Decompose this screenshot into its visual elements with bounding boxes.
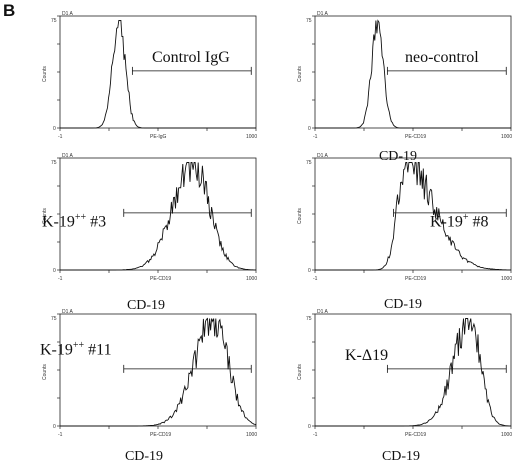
x-tick-label-max: 1000 <box>501 276 512 282</box>
histogram-svg-control-igg: D1 A 75 0-1 1000 PE-IgG Counts <box>42 11 257 140</box>
x-caption-k-delta19: CD-19 <box>381 449 421 464</box>
y-tick-label-max: 75 <box>306 316 312 322</box>
x-small-label: PE-CD19 <box>405 276 426 282</box>
histogram-trace <box>60 20 256 129</box>
corner-label: D1 A <box>62 153 74 159</box>
corner-label: D1 A <box>62 309 74 315</box>
y-tick-label-max: 75 <box>306 160 312 166</box>
x-small-label: PE-CD19 <box>150 432 171 438</box>
histogram-panel-k19-8: D1 A 75 0 -1 1000 PE-CD19 Counts K-19+ #8 CD-1… <box>275 150 515 312</box>
x-tick-label-min: -1 <box>313 432 318 438</box>
corner-label: D1 A <box>317 153 329 159</box>
y-axis-label: Counts <box>42 208 48 224</box>
x-tick-label-max: 1000 <box>246 432 257 438</box>
panel-label-control-igg: Control IgG <box>152 49 230 66</box>
x-tick-label-max: 1000 <box>501 134 512 140</box>
y-tick-label-max: 75 <box>51 316 57 322</box>
histogram-panel-k-delta19: D1 A 75 0 -1 1000 PE-CD19 Counts K-Δ19 CD-19 <box>275 306 515 464</box>
x-caption-k19-8: CD-19 <box>383 297 423 312</box>
histogram-panel-k19-3: D1 A 75 0 -1 1000 PE-CD19 Counts K-19++ #3 CD-… <box>20 150 260 313</box>
y-tick-label-min: 0 <box>308 268 311 274</box>
x-tick-label-min: -1 <box>58 134 63 140</box>
y-tick-label-max: 75 <box>51 160 57 166</box>
y-axis-label: Counts <box>42 66 48 82</box>
y-axis-label: Counts <box>297 208 303 224</box>
panel-label-k19-3: K-19++ #3 <box>42 212 107 231</box>
histogram-svg-k19-11: D1 A 75 0-1 1000 PE-CD19 Counts <box>42 309 257 438</box>
figure-label: B <box>3 1 16 20</box>
x-caption-neo-control: CD-19 <box>378 149 418 164</box>
y-axis-label: Counts <box>42 364 48 380</box>
panel-label-k19-11: K-19++ #11 <box>40 340 112 359</box>
x-small-label: PE-CD19 <box>405 432 426 438</box>
histogram-trace <box>315 162 511 271</box>
histogram-panel-k19-11: D1 A 75 0 -1 1000 PE-CD19 Counts K-19++ #11 CD… <box>20 306 260 464</box>
x-tick-label-min: -1 <box>58 432 63 438</box>
corner-label: D1 A <box>317 11 329 17</box>
histogram-trace <box>315 318 511 427</box>
y-tick-label-min: 0 <box>53 268 56 274</box>
plot-frame <box>59 313 257 427</box>
histogram-trace <box>315 19 511 129</box>
x-tick-label-max: 1000 <box>246 134 257 140</box>
histogram-svg-k19-8: D1 A 75 0-1 1000 PE-CD19 Counts <box>297 153 512 282</box>
x-caption-k19-11: CD-19 <box>124 449 164 464</box>
y-tick-label-min: 0 <box>53 126 56 132</box>
histogram-svg-k-delta19: D1 A 75 0-1 1000 PE-CD19 Counts <box>297 309 512 438</box>
histogram-trace <box>60 317 257 427</box>
histogram-panel-control-igg: D1 A 75 0 -1 1000 PE-IgG Counts Control IgG <box>20 8 260 146</box>
y-tick-label-max: 75 <box>306 18 312 24</box>
x-tick-label-min: -1 <box>58 276 63 282</box>
y-tick-label-min: 0 <box>53 424 56 430</box>
x-small-label: PE-CD19 <box>405 134 426 140</box>
panel-label-neo-control: neo-control <box>405 49 479 66</box>
plot-frame <box>59 15 257 129</box>
panel-label-k19-8: K-19+ #8 <box>430 212 489 231</box>
x-tick-label-max: 1000 <box>501 432 512 438</box>
y-tick-label-min: 0 <box>308 424 311 430</box>
histogram-panel-neo-control: D1 A 75 0 -1 1000 PE-CD19 Counts neo-control C… <box>275 8 515 164</box>
x-caption-k19-3: CD-19 <box>126 298 166 313</box>
histogram-trace <box>60 162 256 271</box>
x-tick-label-max: 1000 <box>246 276 257 282</box>
histogram-svg-k19-3: D1 A 75 0-1 1000 PE-CD19 Counts <box>42 153 257 282</box>
y-axis-label: Counts <box>297 364 303 380</box>
plot-frame <box>314 15 512 129</box>
y-axis-label: Counts <box>297 66 303 82</box>
corner-label: D1 A <box>62 11 74 17</box>
panel-label-k-delta19: K-Δ19 <box>345 347 389 364</box>
x-tick-label-min: -1 <box>313 134 318 140</box>
x-small-label: PE-IgG <box>150 134 167 140</box>
y-tick-label-max: 75 <box>51 18 57 24</box>
x-tick-label-min: -1 <box>313 276 318 282</box>
corner-label: D1 A <box>317 309 329 315</box>
y-tick-label-min: 0 <box>308 126 311 132</box>
histogram-svg-neo-control: D1 A 75 0-1 1000 PE-CD19 Counts <box>297 11 512 140</box>
x-small-label: PE-CD19 <box>150 276 171 282</box>
